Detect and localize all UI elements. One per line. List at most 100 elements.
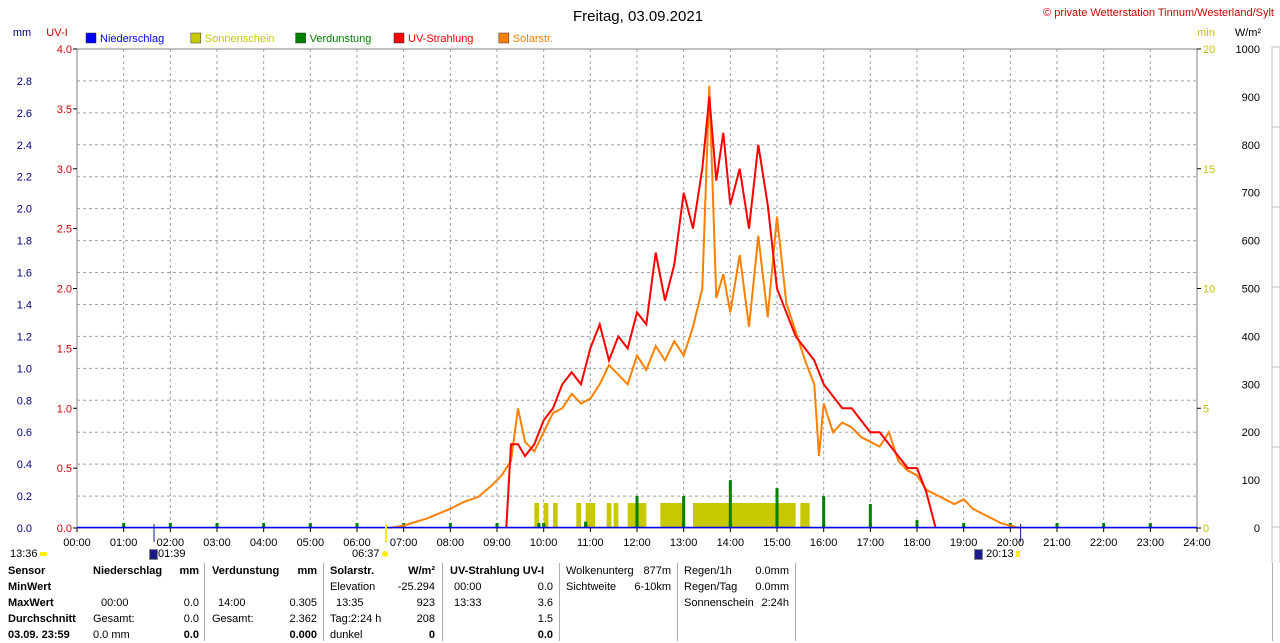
plot-border	[76, 48, 1198, 529]
solar-unit: W/m²	[408, 565, 435, 577]
right-edge-segment	[1271, 446, 1280, 528]
min-tick-label: 20	[1203, 44, 1215, 56]
separator	[677, 563, 678, 641]
min-tick-label: 15	[1203, 164, 1215, 176]
x-tick-label: 00:00	[63, 537, 91, 549]
niederschlag-value: 0.0	[183, 613, 199, 625]
separator	[1272, 563, 1273, 641]
legend-label: Solarstr.	[513, 33, 553, 45]
mm-tick-label: 2.4	[17, 140, 32, 152]
sunshine-bar	[534, 503, 539, 528]
solar-label: dunkel	[330, 629, 363, 641]
sunshine-bar	[660, 503, 684, 528]
min-tick-label: 10	[1203, 284, 1215, 296]
lines	[77, 85, 1197, 529]
right-edge-segment	[1271, 526, 1280, 563]
evap-bar	[682, 496, 686, 528]
uv-label: 13:33	[454, 597, 482, 609]
moon-icon	[149, 548, 158, 560]
evap-tick	[355, 523, 359, 528]
evap-tick	[262, 523, 266, 528]
sunshine-bar	[606, 503, 612, 528]
separator	[795, 563, 796, 641]
legend-label: Niederschlag	[100, 33, 164, 45]
x-tick-label: 20:00	[997, 537, 1025, 549]
sunshine-bar	[576, 503, 581, 528]
legend-swatch	[295, 32, 306, 44]
min-axis-label: min	[1197, 27, 1215, 39]
x-tick-label: 19:00	[950, 537, 978, 549]
x-tick-label: 08:00	[437, 537, 465, 549]
mm-tick-label: 1.0	[17, 363, 32, 375]
evap-tick	[1148, 523, 1152, 528]
right-edge-segment	[1271, 206, 1280, 288]
niederschlag-value: 0.0	[183, 597, 199, 609]
uv-header: UV-Strahlung UV-I	[450, 565, 545, 577]
x-tick-label: 11:00	[577, 537, 604, 549]
chart-title: Freitag, 03.09.2021	[573, 8, 703, 25]
mm-tick-label: 0.2	[17, 491, 32, 503]
sensor-row-avg: Durchschnitt	[8, 613, 76, 625]
sunset-label: 20:13	[974, 548, 1020, 560]
legend-label: Sonnenschein	[205, 33, 275, 45]
rain-label: Sonnenschein	[684, 597, 754, 609]
verdunstung-value: 2.362	[289, 613, 317, 625]
evap-tick	[495, 523, 499, 528]
sensor-column: Sensor MinWert MaxWert Durchschnitt 03.0…	[8, 563, 90, 641]
moon-time: 01:39	[158, 548, 186, 560]
x-tick-label: 03:00	[203, 537, 231, 549]
mm-tick-label: 0.0	[17, 523, 32, 535]
evap-bar	[775, 488, 779, 528]
right-edge-segment	[1271, 366, 1280, 448]
solar-value: -25.294	[397, 581, 435, 593]
mm-tick-label: 0.6	[17, 427, 32, 439]
x-tick-label: 15:00	[763, 537, 791, 549]
min-time: 13:36	[10, 548, 38, 560]
sunset-icon	[974, 548, 983, 560]
evap-bar	[868, 504, 872, 528]
uv-axis-label: UV-I	[46, 27, 67, 39]
uv-value: 3.6	[537, 597, 553, 609]
x-tick-label: 07:00	[390, 537, 418, 549]
x-tick-label: 01:00	[110, 537, 138, 549]
sunshine-bar	[800, 503, 810, 528]
credit-text: © private Wetterstation Tinnum/Westerlan…	[1043, 7, 1274, 19]
evap-bar	[537, 523, 541, 528]
niederschlag-label: 00:00	[101, 597, 129, 609]
solar-value: 923	[416, 597, 435, 609]
verdunstung-column: Verdunstung mm 14:00 0.305 Gesamt: 2.362 0.…	[212, 563, 317, 641]
x-tick-label: 21:00	[1043, 537, 1071, 549]
rain-label: Regen/1h	[684, 565, 732, 577]
x-tick-label: 16:00	[810, 537, 838, 549]
markers	[153, 524, 1022, 542]
min-tick-label: 0	[1203, 523, 1209, 535]
wm2-tick-label: 200	[1242, 427, 1260, 439]
evap-bar	[635, 496, 639, 528]
mm-tick-label: 1.8	[17, 236, 32, 248]
rain-column: Regen/1h 0.0mm Regen/Tag 0.0mm Sonnenschei…	[684, 563, 789, 641]
x-tick-label: 05:00	[297, 537, 325, 549]
weather-column: Wolkenunterg 877m Sichtweite 6-10km	[566, 563, 671, 641]
verdunstung-label: 14:00	[218, 597, 246, 609]
sunshine-bar	[590, 503, 595, 528]
moon-time-label: 01:39	[149, 548, 186, 560]
sensor-row-date: 03.09. 23:59	[8, 629, 70, 641]
x-tick-label: 18:00	[903, 537, 931, 549]
weather-label: Sichtweite	[566, 581, 617, 593]
niederschlag-label: 0.0 mm	[93, 629, 130, 641]
evap-bar	[728, 480, 732, 528]
sunshine-bar	[693, 503, 731, 528]
weather-value: 877m	[643, 565, 671, 577]
niederschlag-value: 0.0	[183, 629, 199, 641]
solar-column: Solarstr. W/m² Elevation -25.294 13:35 923 …	[330, 563, 435, 641]
sensor-row-max: MaxWert	[8, 597, 54, 609]
mm-tick-label: 1.2	[17, 331, 32, 343]
mm-tick-label: 0.8	[17, 395, 32, 407]
wm2-tick-label: 100	[1242, 475, 1260, 487]
evap-tick	[308, 523, 312, 528]
sunrise-label: 06:37	[352, 548, 388, 560]
sunset-sun-icon	[1015, 551, 1020, 558]
x-tick-label: 14:00	[717, 537, 745, 549]
evap-tick	[1102, 523, 1106, 528]
solar-value: 208	[416, 613, 435, 625]
